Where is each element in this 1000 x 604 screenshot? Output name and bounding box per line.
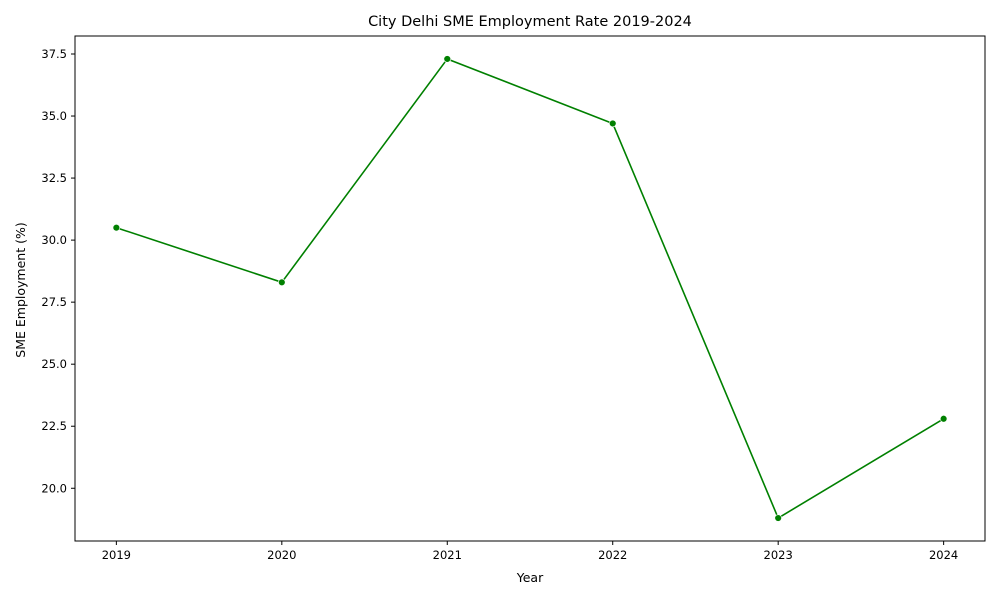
- y-tick-label: 20.0: [41, 481, 67, 495]
- data-point: [939, 415, 948, 423]
- x-tick-label: 2019: [102, 548, 131, 562]
- y-tick-label: 25.0: [41, 357, 67, 371]
- x-tick-label: 2024: [929, 548, 958, 562]
- y-tick-label: 30.0: [41, 233, 67, 247]
- data-point: [112, 224, 121, 232]
- x-tick-label: 2020: [267, 548, 296, 562]
- axes-frame: [74, 35, 986, 542]
- y-tick-label: 27.5: [41, 295, 67, 309]
- plot-area: 20.0 22.5 25.0 27.5 30.0 32.5 35.0 37.5 2019 2020…: [41, 35, 986, 562]
- y-axis-label: SME Employment (%): [13, 222, 28, 357]
- data-point: [609, 119, 617, 128]
- data-point: [278, 278, 286, 286]
- x-tick-label: 2023: [764, 548, 793, 562]
- y-tick-label: 37.5: [41, 47, 67, 61]
- data-point: [774, 514, 782, 522]
- x-tick-label: 2021: [433, 548, 462, 562]
- data-point: [443, 55, 451, 63]
- series-line: [116, 57, 945, 520]
- x-tick-label: 2022: [598, 548, 627, 562]
- y-tick-label: 35.0: [41, 109, 67, 123]
- y-tick-label: 32.5: [41, 171, 67, 185]
- y-tick-label: 22.5: [41, 419, 67, 433]
- chart-title: City Delhi SME Employment Rate 2019-2024: [368, 14, 692, 30]
- x-axis-label: Year: [516, 570, 544, 585]
